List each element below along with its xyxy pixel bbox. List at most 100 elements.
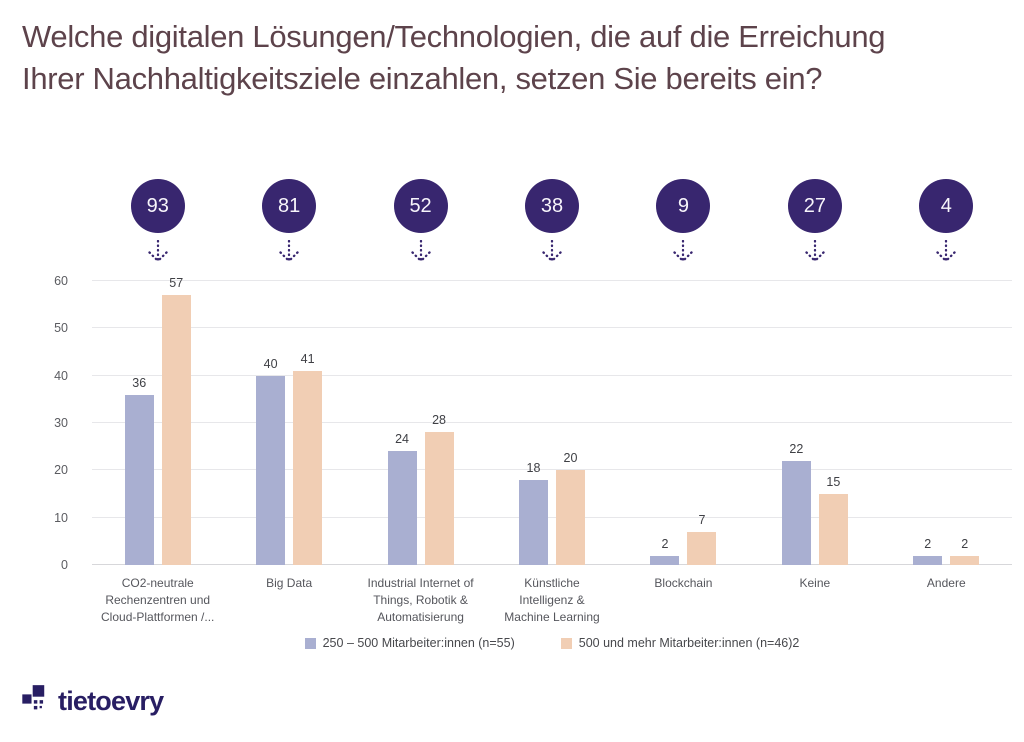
totals-row: 93 81 52 38 9 27 4 bbox=[92, 179, 1012, 269]
bar-with-label: 20 bbox=[555, 281, 585, 565]
bar bbox=[124, 394, 154, 565]
bar-with-label: 57 bbox=[161, 276, 191, 565]
total-badge: 81 bbox=[262, 179, 317, 233]
bar-value-label: 7 bbox=[698, 512, 706, 527]
bar bbox=[950, 555, 980, 565]
chart-legend: 250 – 500 Mitarbeiter:innen (n=55) 500 un… bbox=[92, 636, 1012, 650]
gridline bbox=[92, 280, 1012, 281]
total-cell: 52 bbox=[355, 179, 486, 269]
y-tick-label: 10 bbox=[54, 510, 68, 525]
down-arrow-icon bbox=[277, 239, 301, 269]
down-arrow-icon bbox=[671, 239, 695, 269]
total-badge: 4 bbox=[919, 179, 974, 233]
bar-with-label: 40 bbox=[256, 281, 286, 565]
bar-group: 18 20 bbox=[486, 281, 617, 565]
total-badge: 27 bbox=[787, 179, 842, 233]
bar-with-label: 2 bbox=[650, 281, 680, 565]
bar-group: 40 41 bbox=[223, 281, 354, 565]
bar-with-label: 36 bbox=[124, 281, 154, 565]
bar-value-label: 2 bbox=[661, 536, 669, 551]
y-tick-label: 20 bbox=[54, 463, 68, 478]
down-arrow-icon bbox=[803, 239, 827, 269]
total-cell: 9 bbox=[618, 179, 749, 269]
category-label: Blockchain bbox=[654, 576, 713, 590]
down-arrow-icon bbox=[146, 239, 170, 269]
bar-value-label: 57 bbox=[169, 276, 184, 291]
gridline bbox=[92, 564, 1012, 565]
bar-with-label: 28 bbox=[424, 281, 454, 565]
x-axis-labels: CO2-neutrale Rechenzentren und Cloud-Pla… bbox=[92, 575, 1012, 625]
gridline bbox=[92, 516, 1012, 518]
bar bbox=[424, 432, 454, 565]
bar bbox=[518, 479, 548, 565]
bar bbox=[913, 555, 943, 565]
category-label: CO2-neutrale Rechenzentren und Cloud-Pla… bbox=[101, 576, 215, 624]
bar bbox=[687, 531, 717, 565]
bar-with-label: 22 bbox=[781, 281, 811, 565]
bars-layer: 36 57 40 41 24 28 18 20 2 7 22 15 2 2 bbox=[92, 276, 1012, 565]
gridline bbox=[92, 422, 1012, 423]
category-label: Industrial Internet of Things, Robotik &… bbox=[367, 576, 474, 624]
gridline bbox=[92, 374, 1012, 376]
bar-value-label: 36 bbox=[132, 375, 147, 390]
bar bbox=[818, 494, 848, 565]
page-title-line-2: Ihrer Nachhaltigkeitsziele einzahlen, se… bbox=[22, 60, 823, 96]
y-tick-label: 30 bbox=[54, 416, 68, 430]
legend-swatch bbox=[560, 637, 572, 649]
total-badge: 52 bbox=[393, 179, 448, 233]
bar-group: 36 57 bbox=[92, 276, 223, 565]
bar bbox=[293, 370, 323, 565]
total-cell: 38 bbox=[486, 179, 617, 269]
category-label: Künstliche Intelligenz & Machine Learnin… bbox=[504, 576, 600, 624]
total-badge: 9 bbox=[656, 179, 711, 233]
total-badge: 38 bbox=[524, 179, 579, 233]
tietoevry-logo: tietoevry bbox=[20, 684, 164, 719]
bar bbox=[650, 555, 680, 565]
bar-with-label: 24 bbox=[387, 281, 417, 565]
bar-with-label: 15 bbox=[818, 281, 848, 565]
legend-item: 500 und mehr Mitarbeiter:innen (n=46)2 bbox=[560, 636, 799, 650]
tietoevry-logo-text: tietoevry bbox=[58, 686, 164, 716]
bar-with-label: 2 bbox=[913, 281, 943, 565]
bar-with-label: 18 bbox=[518, 281, 548, 565]
bar-value-label: 24 bbox=[395, 432, 410, 447]
total-badge: 93 bbox=[130, 179, 185, 233]
bar-value-label: 15 bbox=[826, 475, 841, 489]
category-label: Big Data bbox=[266, 576, 313, 590]
y-tick-label: 50 bbox=[54, 321, 68, 336]
y-axis: 0 10 20 30 40 50 60 bbox=[38, 274, 82, 572]
bar-value-label: 22 bbox=[789, 441, 804, 456]
gridline bbox=[92, 327, 1012, 329]
y-tick-label: 40 bbox=[54, 368, 68, 383]
bar-value-label: 28 bbox=[432, 413, 447, 428]
bar bbox=[161, 295, 191, 565]
bar-with-label: 41 bbox=[293, 281, 323, 565]
bar-value-label: 18 bbox=[526, 460, 541, 475]
bar-value-label: 2 bbox=[924, 536, 932, 551]
category-label: Keine bbox=[799, 576, 831, 590]
down-arrow-icon bbox=[934, 239, 958, 269]
down-arrow-icon bbox=[540, 239, 564, 269]
total-cell: 93 bbox=[92, 179, 223, 269]
legend-item: 250 – 500 Mitarbeiter:innen (n=55) bbox=[304, 636, 515, 650]
bar-with-label: 2 bbox=[950, 281, 980, 565]
bar-value-label: 41 bbox=[300, 351, 315, 366]
bar bbox=[555, 470, 585, 565]
total-cell: 27 bbox=[749, 179, 880, 269]
bar-with-label: 7 bbox=[687, 281, 717, 565]
page-title-line-1: Welche digitalen Lösungen/Technologien, … bbox=[22, 19, 886, 54]
bar-value-label: 2 bbox=[961, 536, 969, 551]
y-tick-label: 60 bbox=[54, 274, 68, 288]
bar bbox=[781, 460, 811, 565]
legend-swatch bbox=[304, 637, 316, 649]
down-arrow-icon bbox=[409, 239, 433, 269]
tietoevry-logo-mark-icon bbox=[20, 684, 50, 719]
page-title: Welche digitalen Lösungen/Technologien, … bbox=[22, 16, 1012, 100]
bar bbox=[256, 375, 286, 565]
bar-value-label: 40 bbox=[263, 356, 278, 371]
bar bbox=[387, 451, 417, 565]
bar-group: 22 15 bbox=[749, 281, 880, 565]
